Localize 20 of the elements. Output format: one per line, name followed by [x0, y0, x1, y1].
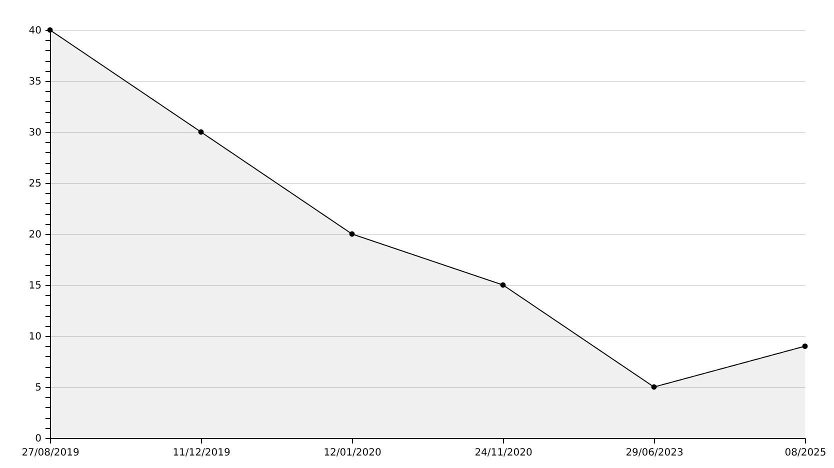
- point: [198, 129, 204, 135]
- y-tick-label: 5: [35, 382, 42, 394]
- point: [651, 384, 657, 390]
- y-tick-label: 20: [28, 230, 42, 240]
- y-tick-label: 40: [28, 26, 42, 36]
- x-tick-label: 29/06/2023: [626, 448, 684, 458]
- point: [349, 231, 355, 237]
- x-tick-label: 24/11/2020: [474, 448, 532, 458]
- x-tick-label: 08/2025: [784, 448, 826, 458]
- y-tick-label: 15: [28, 280, 42, 292]
- y-tick-label: 35: [28, 76, 42, 88]
- y-tick-label: 30: [28, 128, 42, 138]
- y-tick-label: 0: [35, 434, 42, 444]
- x-tick-label: 12/01/2020: [324, 448, 382, 458]
- x-tick-label: 27/08/2019: [22, 448, 80, 458]
- point: [802, 343, 808, 349]
- y-tick-label: 10: [28, 332, 42, 342]
- point: [500, 282, 506, 288]
- y-tick-label: 25: [28, 178, 42, 190]
- x-tick-label: 11/12/2019: [172, 448, 230, 458]
